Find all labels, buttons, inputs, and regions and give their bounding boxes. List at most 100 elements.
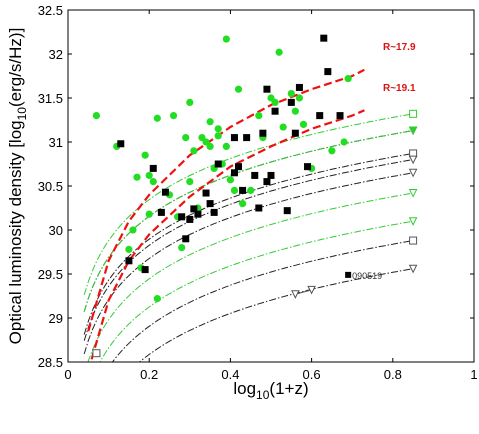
green-circle-point — [182, 134, 190, 142]
black-square-point — [125, 257, 133, 265]
black-square-point — [243, 134, 251, 142]
x-tick-label: 0.6 — [303, 367, 321, 382]
y-tick-label: 29 — [49, 311, 63, 326]
green-circle-point — [92, 112, 101, 120]
green-circle-point — [206, 142, 214, 150]
grb-track-group — [92, 109, 418, 358]
black-square-point — [202, 189, 210, 197]
black-square-point — [251, 171, 259, 179]
green-circle-point — [153, 295, 161, 303]
black-square-point — [141, 266, 149, 274]
green-circle-point — [186, 98, 194, 106]
black-square-point — [206, 200, 214, 208]
x-tick-label: 0.2 — [140, 367, 158, 382]
curve-end-square-marker — [409, 236, 418, 245]
red-limit-curves-group — [87, 68, 365, 362]
green-circle-point — [234, 85, 243, 93]
black-square-point — [178, 213, 186, 221]
curve-end-triangle-marker — [408, 126, 418, 136]
black-square-point — [259, 129, 267, 137]
green-circle-point — [214, 132, 222, 140]
annotation-r179: R~17.9 — [383, 42, 416, 53]
x-axis-title-main: log — [233, 379, 256, 398]
curve-end-triangle-marker — [408, 217, 418, 226]
y-tick-label: 28.5 — [38, 355, 63, 370]
black-square-point — [316, 112, 324, 120]
black-square-point — [263, 178, 271, 186]
green-circle-point — [125, 245, 133, 253]
black-square-point — [182, 235, 190, 243]
green-circle-point — [279, 123, 287, 131]
x-axis-title-tail: (1+z) — [269, 379, 308, 398]
red-limit-curve — [87, 68, 365, 332]
black-square-point — [194, 210, 202, 218]
x-tick-label: 0.8 — [384, 367, 402, 382]
red-limit-curve — [89, 109, 365, 362]
green-circle-point — [271, 98, 279, 106]
y-tick-label: 30 — [49, 223, 63, 238]
x-axis-title-sub: 10 — [256, 388, 270, 402]
black-square-point — [210, 208, 218, 216]
x-axis-ticks: 0 0.2 0.4 0.6 0.8 1 — [64, 10, 478, 382]
curve-end-triangle-marker — [408, 155, 418, 165]
black-square-point — [283, 207, 291, 215]
green-circle-point — [133, 173, 141, 181]
green-circle-point — [230, 186, 239, 194]
black-square-point — [263, 85, 271, 93]
black-square-point — [190, 205, 198, 213]
black-square-point — [320, 34, 328, 42]
green-circle-point — [238, 200, 247, 208]
black-square-point — [255, 204, 263, 212]
green-circle-point — [169, 112, 178, 120]
plot-frame — [67, 9, 475, 363]
x-tick-label: 0.4 — [221, 367, 239, 382]
green-circle-point — [141, 151, 149, 159]
model-curve — [99, 220, 414, 362]
black-square-point — [186, 215, 194, 223]
black-square-point — [239, 186, 247, 194]
black-square-point — [214, 160, 222, 168]
green-circle-point — [344, 75, 352, 83]
black-square-point — [287, 98, 295, 106]
green-circle-point — [226, 176, 234, 184]
green-circle-point — [247, 186, 255, 194]
annotation-grb-090519: 090519 — [352, 271, 382, 281]
green-circle-point — [153, 114, 161, 122]
green-circle-point — [222, 35, 230, 43]
y-tick-label: 32.5 — [38, 3, 63, 18]
green-circle-point — [129, 226, 137, 234]
model-curve — [138, 268, 414, 362]
green-circle-point — [222, 142, 230, 150]
green-circle-point — [190, 147, 198, 155]
y-tick-label: 31 — [49, 135, 63, 150]
curve-end-triangle-marker — [408, 264, 418, 274]
curve-end-triangle-marker — [408, 189, 418, 198]
black-square-point — [230, 169, 238, 177]
y-tick-label: 30.5 — [38, 179, 63, 194]
black-square-point — [336, 112, 344, 120]
black-square-point — [235, 163, 243, 171]
grb-square-marker — [345, 271, 352, 278]
green-circle-point — [145, 171, 153, 180]
model-curve — [83, 172, 414, 355]
grb-track-marker — [307, 285, 316, 295]
annotation-r191: R~19.1 — [383, 83, 416, 94]
x-tick-label: 0 — [64, 367, 71, 382]
green-circle-point — [214, 125, 222, 133]
green-circle-point — [186, 178, 194, 186]
y-axis-title-sub: 10 — [15, 107, 29, 121]
green-circle-point — [145, 210, 153, 218]
black-square-point — [149, 164, 157, 172]
grb-track-line — [295, 289, 312, 295]
black-square-point — [117, 140, 125, 148]
black-square-point — [157, 208, 165, 216]
black-square-point — [267, 171, 275, 179]
green-circle-point — [206, 118, 214, 126]
black-square-point — [324, 68, 332, 76]
x-tick-label: 1 — [470, 367, 477, 382]
model-curve — [83, 130, 414, 312]
black-square-point — [291, 129, 299, 137]
black-square-point — [271, 107, 279, 115]
grb-track-marker — [291, 290, 300, 299]
